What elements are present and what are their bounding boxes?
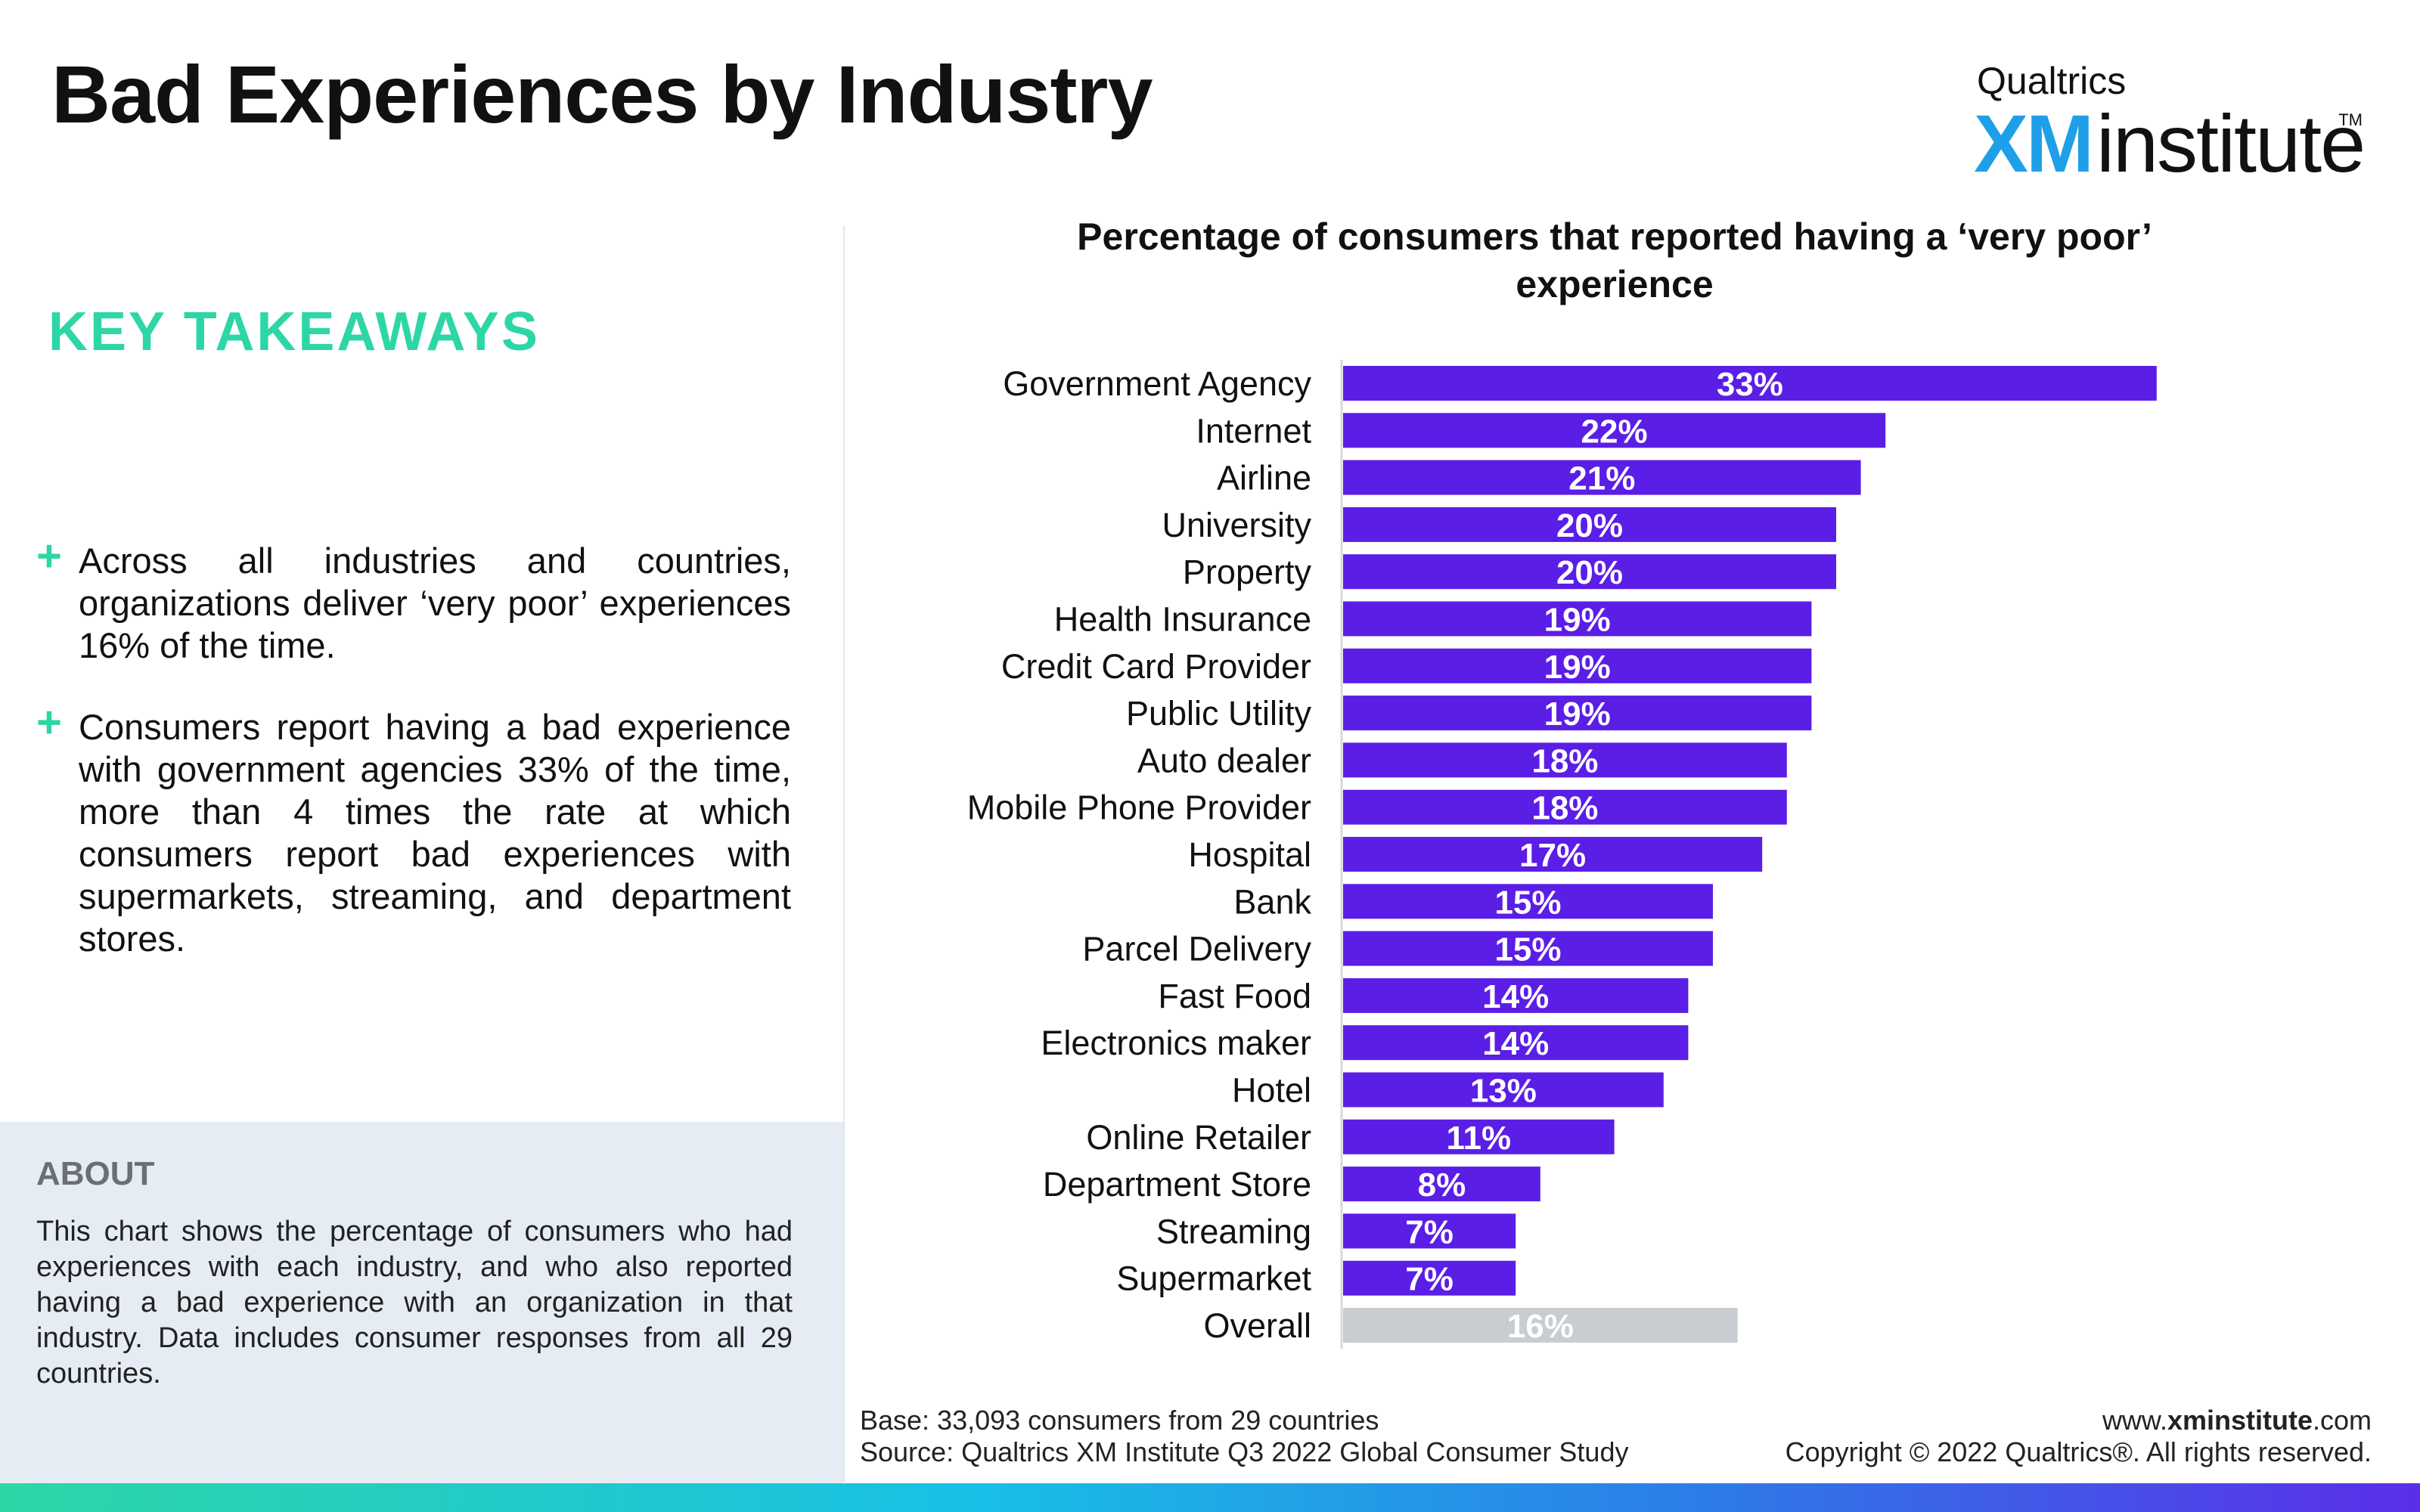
key-takeaways-heading: KEY TAKEAWAYS — [48, 302, 540, 362]
category-label: Streaming — [1156, 1212, 1311, 1250]
chart-title: Percentage of consumers that reported ha… — [1077, 215, 2152, 305]
data-label: 14% — [1482, 978, 1549, 1015]
footer-source: Source: Qualtrics XM Institute Q3 2022 G… — [860, 1436, 1629, 1467]
category-label: Public Utility — [1126, 694, 1312, 733]
data-label: 18% — [1531, 790, 1598, 827]
category-label: Hospital — [1188, 835, 1311, 874]
category-label: Auto dealer — [1137, 741, 1311, 779]
takeaway-item: + Consumers report having a bad experien… — [36, 701, 791, 960]
category-label: Supermarket — [1116, 1259, 1311, 1298]
data-label: 14% — [1482, 1025, 1549, 1062]
data-label: 19% — [1544, 696, 1611, 733]
bar — [1343, 884, 1713, 919]
panel-divider — [843, 225, 845, 1482]
logo-qualtrics-text: Qualtrics — [1977, 60, 2127, 102]
data-label: 7% — [1405, 1261, 1454, 1298]
bar — [1343, 696, 1812, 731]
data-label: 16% — [1507, 1308, 1574, 1345]
category-label: University — [1162, 506, 1311, 544]
takeaway-text: Across all industries and countries, org… — [79, 541, 791, 665]
category-label: Government Agency — [1003, 364, 1311, 403]
footer-url[interactable]: www.xminstitute.com — [2102, 1405, 2372, 1436]
data-label: 22% — [1581, 413, 1648, 450]
xm-institute-logo: Qualtrics XMinstitute TM — [1969, 59, 2366, 187]
footer-notes: Base: 33,093 consumers from 29 countries… — [860, 1405, 1628, 1468]
data-label: 18% — [1531, 742, 1598, 779]
bar — [1343, 413, 1886, 448]
category-label: Online Retailer — [1086, 1118, 1311, 1157]
bar — [1343, 1213, 1516, 1249]
bar — [1343, 554, 1836, 590]
bottom-gradient-bar — [0, 1483, 2420, 1512]
logo-trademark: TM — [2338, 110, 2363, 129]
data-label: 20% — [1556, 507, 1623, 544]
category-label: Airline — [1217, 459, 1311, 497]
data-label: 21% — [1568, 460, 1635, 497]
plus-icon: + — [36, 531, 62, 581]
data-label: 15% — [1494, 884, 1561, 921]
plus-icon: + — [36, 698, 62, 747]
about-text: This chart shows the percentage of consu… — [36, 1216, 793, 1390]
data-label: 7% — [1405, 1213, 1454, 1250]
takeaway-text: Consumers report having a bad experience… — [79, 707, 791, 959]
bar — [1343, 978, 1689, 1013]
data-label: 11% — [1446, 1120, 1511, 1157]
bar — [1343, 1167, 1540, 1202]
data-label: 17% — [1519, 837, 1586, 874]
bar — [1343, 1308, 1738, 1343]
about-panel: ABOUT This chart shows the percentage of… — [0, 1122, 843, 1483]
category-label: Credit Card Provider — [1001, 647, 1311, 686]
bar — [1343, 837, 1763, 872]
logo-xm-text: XM — [1974, 98, 2094, 189]
data-label: 33% — [1717, 366, 1783, 403]
category-label: Health Insurance — [1054, 600, 1311, 639]
bar — [1343, 1072, 1664, 1108]
logo-institute-text: institute — [2096, 98, 2366, 189]
data-label: 20% — [1556, 554, 1623, 591]
bar — [1343, 648, 1812, 683]
category-label: Bank — [1233, 882, 1311, 921]
category-label: Department Store — [1043, 1165, 1311, 1204]
bar — [1343, 601, 1812, 637]
category-label: Hotel — [1232, 1071, 1311, 1110]
footer-base: Base: 33,093 consumers from 29 countries — [860, 1405, 1379, 1436]
category-label: Mobile Phone Provider — [967, 789, 1311, 827]
bar — [1343, 1260, 1516, 1296]
about-heading: ABOUT — [36, 1155, 155, 1192]
bar — [1343, 742, 1787, 778]
category-label: Internet — [1196, 411, 1311, 450]
category-label: Overall — [1203, 1306, 1311, 1345]
data-label: 15% — [1494, 931, 1561, 968]
takeaway-item: + Across all industries and countries, o… — [36, 534, 791, 667]
category-label: Fast Food — [1158, 977, 1311, 1015]
data-label: 13% — [1470, 1073, 1537, 1110]
data-label: 19% — [1544, 602, 1611, 639]
category-label: Property — [1183, 553, 1312, 591]
logo-wordmark: XMinstitute — [1974, 103, 2366, 184]
footer-copyright: Copyright © 2022 Qualtrics®. All rights … — [1785, 1436, 2372, 1467]
bar — [1343, 789, 1787, 825]
bar — [1343, 507, 1836, 542]
category-label: Parcel Delivery — [1082, 930, 1311, 968]
bar — [1343, 366, 2157, 401]
bar — [1343, 1025, 1689, 1061]
footer-credits: www.xminstitute.com Copyright © 2022 Qua… — [1786, 1405, 2372, 1468]
category-label: Electronics maker — [1041, 1024, 1311, 1062]
data-label: 19% — [1544, 649, 1611, 686]
bar — [1343, 460, 1861, 495]
bar — [1343, 1119, 1615, 1154]
data-label: 8% — [1418, 1167, 1466, 1204]
page-title: Bad Experiences by Industry — [51, 48, 1153, 140]
bar — [1343, 931, 1713, 966]
